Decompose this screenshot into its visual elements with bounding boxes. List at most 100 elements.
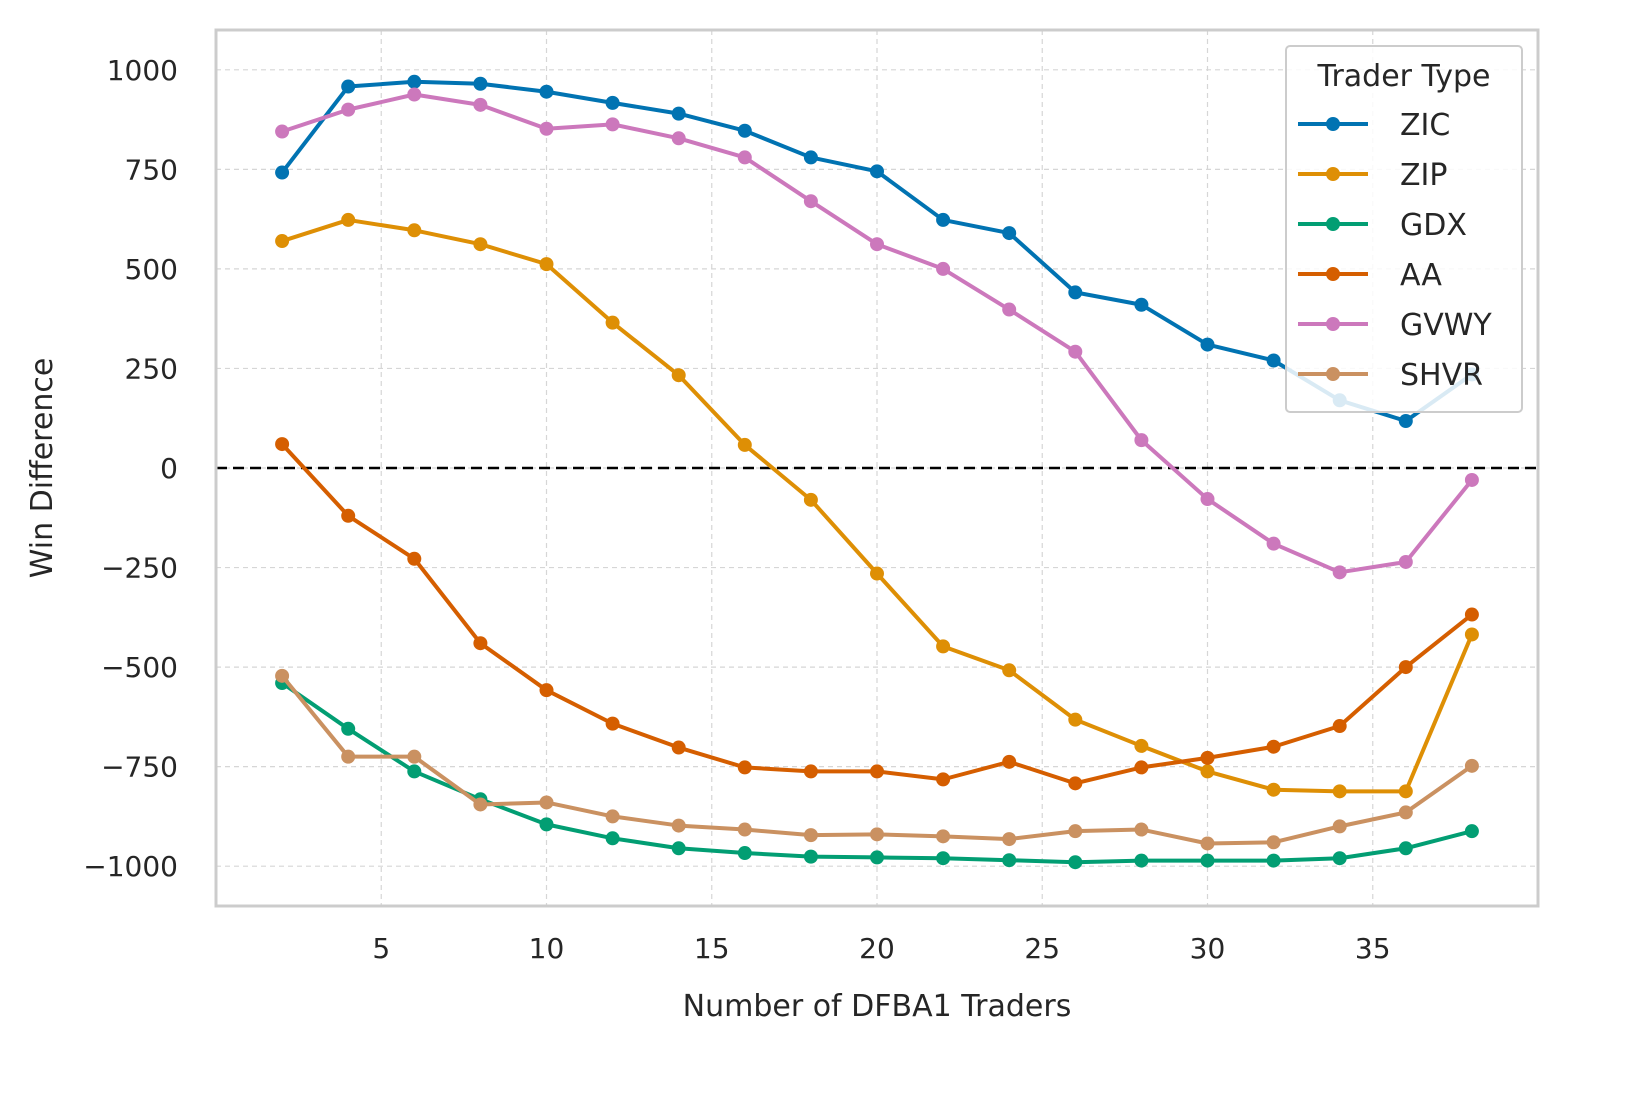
- data-point-gdx: [737, 846, 752, 861]
- legend-item-zic: ZIC: [1298, 108, 1450, 143]
- x-tick-label: 25: [1024, 932, 1060, 965]
- legend-item-zip: ZIP: [1298, 158, 1448, 193]
- data-point-aa: [1068, 776, 1083, 791]
- data-point-gdx: [539, 817, 554, 832]
- data-point-gvwy: [275, 124, 290, 139]
- x-axis-ticks: 5 10 15 20 25 30 35: [372, 932, 1390, 965]
- data-point-aa: [1134, 760, 1149, 775]
- data-point-zip: [1398, 784, 1413, 799]
- series-aa: [275, 437, 1479, 791]
- data-point-gvwy: [870, 237, 884, 252]
- data-point-zic: [1266, 353, 1281, 368]
- data-point-aa: [1002, 754, 1017, 769]
- data-point-shvr: [1134, 822, 1149, 837]
- data-point-aa: [275, 437, 290, 452]
- data-point-gdx: [1332, 851, 1347, 866]
- y-tick-label: −500: [101, 651, 178, 684]
- data-point-shvr: [870, 827, 884, 842]
- data-point-zic: [1002, 226, 1017, 241]
- data-point-shvr: [539, 795, 554, 810]
- data-point-zic: [737, 123, 752, 138]
- legend-swatch-marker: [1326, 317, 1340, 331]
- data-point-zip: [737, 437, 752, 452]
- data-point-shvr: [275, 668, 290, 683]
- y-tick-label: 250: [125, 352, 178, 385]
- data-point-zic: [870, 164, 884, 179]
- data-point-gdx: [1464, 824, 1479, 839]
- data-point-zic: [671, 106, 686, 121]
- legend-swatch-marker: [1326, 267, 1340, 281]
- data-point-aa: [1398, 660, 1413, 675]
- data-point-zip: [539, 257, 554, 272]
- data-point-gdx: [671, 841, 686, 856]
- data-point-zip: [1068, 712, 1083, 727]
- data-point-shvr: [1464, 758, 1479, 773]
- data-point-zip: [1200, 764, 1215, 779]
- data-point-shvr: [1332, 819, 1347, 834]
- x-tick-label: 20: [859, 932, 895, 965]
- legend-label: AA: [1400, 258, 1442, 293]
- data-point-zic: [1200, 337, 1215, 352]
- legend-items: ZIC ZIP GDX AA GVWY SHVR: [1298, 108, 1492, 393]
- data-point-shvr: [936, 829, 951, 844]
- data-point-zip: [1002, 663, 1017, 678]
- data-point-zip: [870, 566, 884, 581]
- data-point-shvr: [803, 828, 818, 843]
- data-point-zip: [936, 639, 951, 654]
- legend-swatch-marker: [1326, 117, 1340, 131]
- data-point-aa: [473, 636, 488, 651]
- x-tick-label: 10: [529, 932, 565, 965]
- data-point-gvwy: [341, 102, 356, 117]
- legend: Trader Type ZIC ZIP GDX AA GVWY SHVR: [1285, 45, 1523, 413]
- x-axis-label: Number of DFBA1 Traders: [683, 989, 1072, 1024]
- legend-title: Trader Type: [1317, 59, 1491, 94]
- x-tick-label: 15: [694, 932, 730, 965]
- x-tick-label: 30: [1190, 932, 1226, 965]
- series-layer: [275, 74, 1479, 870]
- legend-item-gvwy: GVWY: [1298, 308, 1492, 343]
- data-point-zic: [407, 74, 422, 89]
- data-point-zic: [1068, 285, 1083, 300]
- data-point-aa: [539, 683, 554, 698]
- data-point-gdx: [1200, 853, 1215, 868]
- series-zic: [275, 74, 1479, 429]
- data-point-aa: [341, 508, 356, 523]
- data-point-zic: [341, 79, 356, 94]
- data-point-zip: [1266, 782, 1281, 797]
- legend-item-gdx: GDX: [1298, 208, 1467, 243]
- y-tick-label: −250: [101, 552, 178, 585]
- x-tick-label: 35: [1355, 932, 1391, 965]
- data-point-zip: [1464, 627, 1479, 642]
- legend-label: SHVR: [1400, 358, 1483, 393]
- data-point-aa: [936, 772, 951, 787]
- data-point-shvr: [671, 818, 686, 833]
- data-point-zic: [539, 84, 554, 99]
- data-point-zip: [407, 223, 422, 238]
- legend-label: ZIC: [1400, 108, 1450, 143]
- data-point-zip: [275, 234, 290, 249]
- data-point-gvwy: [671, 131, 686, 146]
- y-tick-label: 500: [125, 253, 178, 286]
- data-point-gdx: [936, 851, 951, 866]
- data-point-shvr: [1200, 836, 1215, 851]
- data-point-gvwy: [539, 121, 554, 136]
- data-point-zip: [1332, 784, 1347, 799]
- data-point-gdx: [1134, 853, 1149, 868]
- x-tick-label: 5: [372, 932, 390, 965]
- data-point-zip: [605, 315, 620, 330]
- legend-label: GVWY: [1400, 308, 1492, 343]
- data-point-zic: [1134, 297, 1149, 312]
- y-tick-label: 0: [160, 452, 178, 485]
- data-point-gvwy: [1134, 433, 1149, 448]
- legend-item-aa: AA: [1298, 258, 1442, 293]
- legend-box: [1285, 45, 1523, 413]
- y-tick-label: −1000: [83, 850, 178, 883]
- data-point-gvwy: [1464, 472, 1479, 487]
- data-point-zic: [275, 165, 290, 180]
- data-point-gvwy: [1200, 492, 1215, 507]
- data-point-aa: [737, 760, 752, 775]
- series-shvr: [275, 668, 1479, 851]
- data-point-shvr: [407, 749, 422, 764]
- y-tick-label: 1000: [107, 54, 178, 87]
